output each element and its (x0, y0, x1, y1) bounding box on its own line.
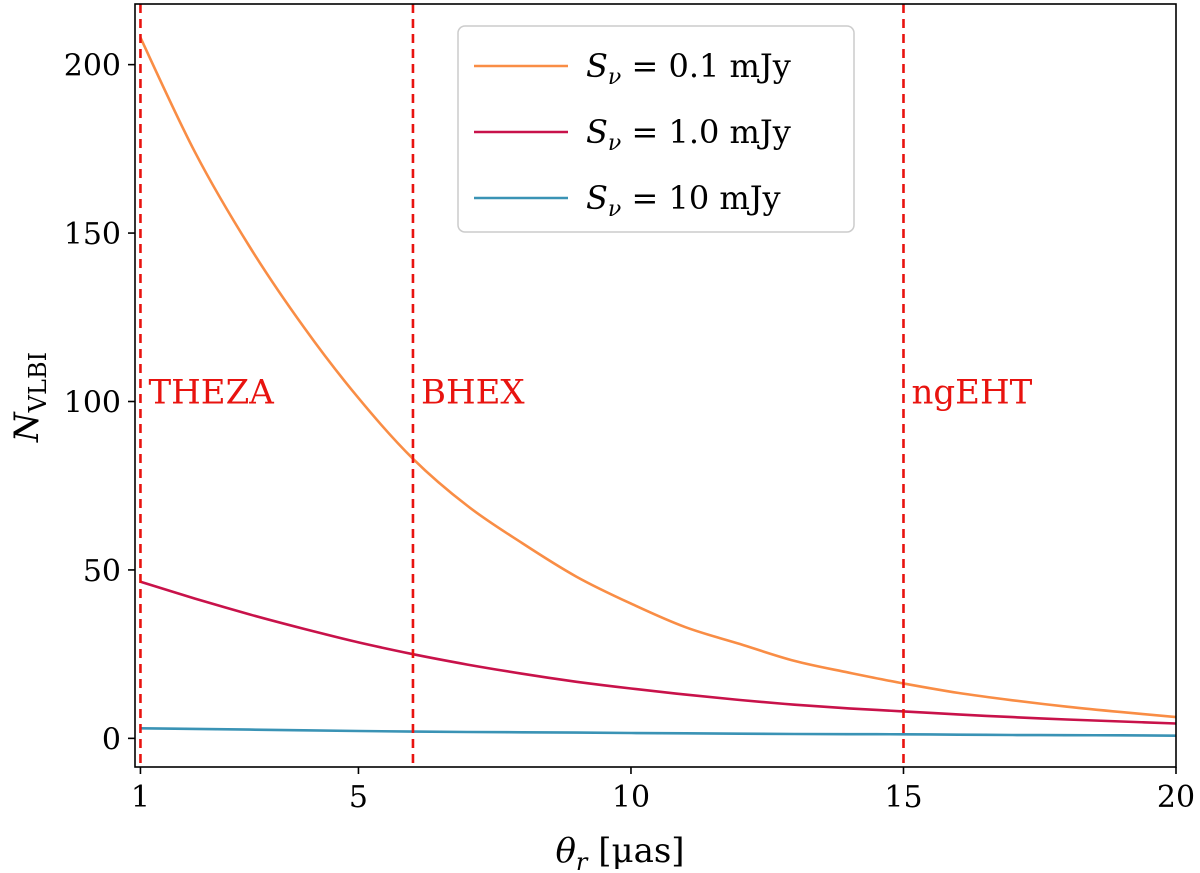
legend-label-2: Sν = 1.0 mJy (586, 113, 791, 156)
series-line-2 (140, 580, 1177, 725)
x-tick-label: 10 (612, 780, 650, 815)
annotation-ngeht: ngEHT (911, 372, 1032, 412)
legend-box (457, 25, 855, 233)
annotation-bhex: BHEX (421, 372, 525, 412)
y-axis-subscript: VLBI (24, 352, 52, 413)
x-tick-label: 15 (884, 780, 922, 815)
legend-label-3: Sν = 10 mJy (586, 179, 781, 222)
y-tick-label: 100 (64, 386, 121, 421)
x-axis-unit: [μas] (587, 831, 684, 871)
y-tick-label: 0 (102, 722, 121, 757)
x-tick-label: 5 (349, 780, 368, 815)
plot-frame (134, 3, 1177, 768)
x-tick-label: 20 (1157, 780, 1195, 815)
y-axis-label: NVLBI (7, 352, 52, 443)
y-axis-symbol: N (7, 411, 47, 443)
x-tick-label: 1 (131, 780, 150, 815)
x-axis-subscript: r (576, 848, 589, 873)
series-layer (139, 37, 1177, 737)
y-tick-label: 150 (64, 217, 121, 252)
series-line-3 (140, 727, 1177, 737)
series-line-1 (139, 37, 1177, 719)
vline-layer: THEZA BHEX ngEHT (139, 4, 1033, 767)
y-tick-label: 50 (83, 554, 121, 589)
x-axis-symbol: θ (555, 831, 575, 871)
annotation-theza: THEZA (148, 372, 274, 412)
legend: Sν = 0.1 mJy Sν = 1.0 mJy Sν = 10 mJy (457, 25, 855, 233)
legend-label-1: Sν = 0.1 mJy (586, 47, 791, 90)
x-axis-label: θr [μas] (555, 831, 684, 873)
y-tick-label: 200 (64, 49, 121, 84)
